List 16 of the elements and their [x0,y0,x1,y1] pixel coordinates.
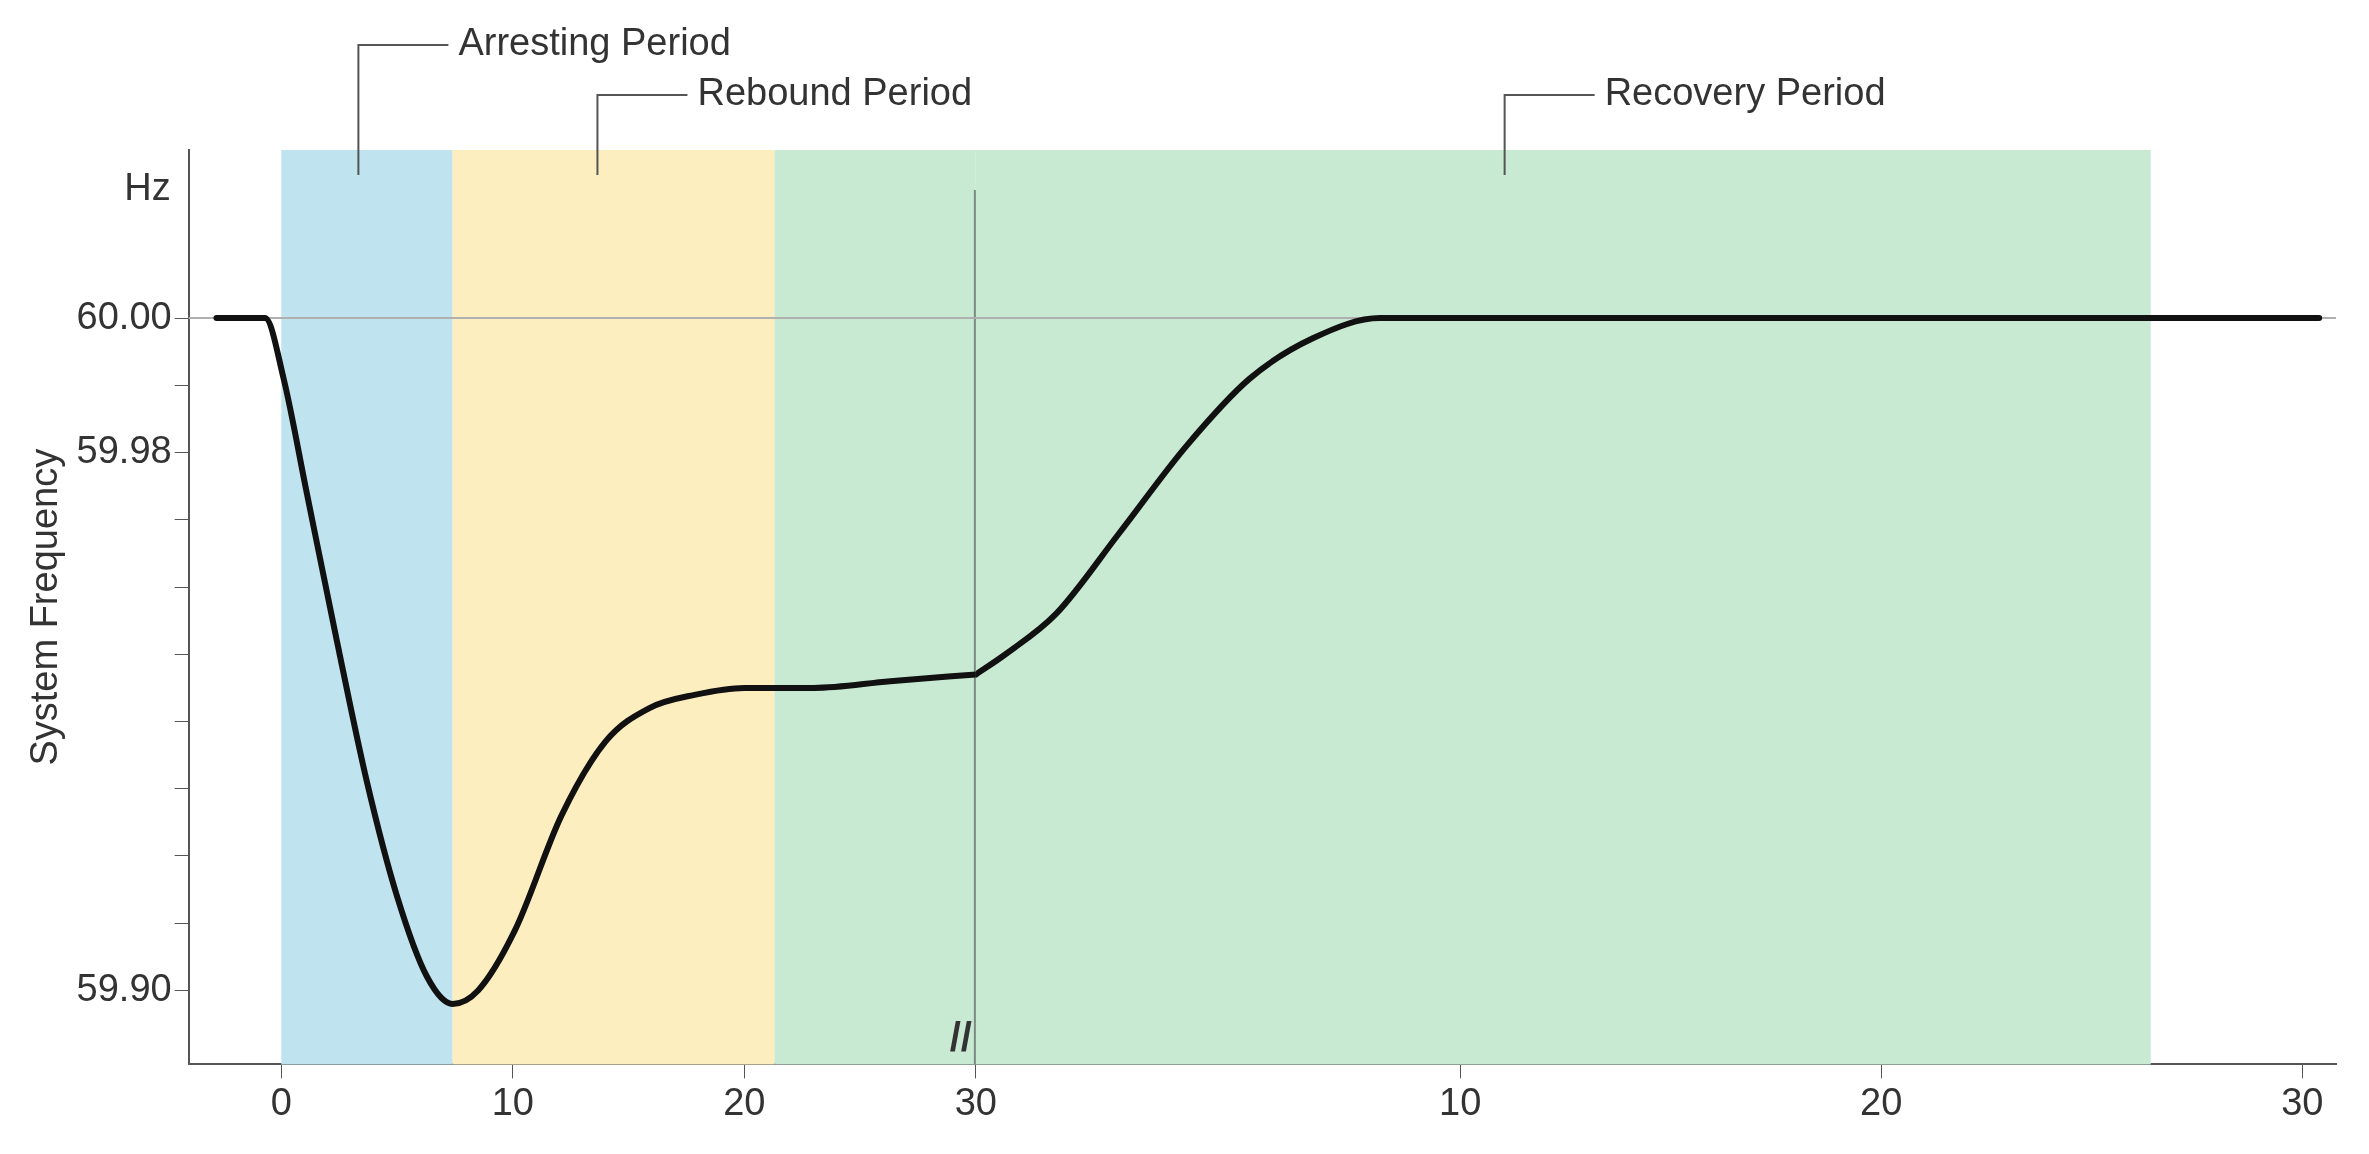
x-tick-label: 10 [1438,1080,1482,1123]
text: Recovery Period [1604,71,1886,114]
x-tick-label: 0 [270,1080,292,1123]
x-tick-label: 20 [1860,1080,1903,1123]
text: Arresting Period [458,21,731,64]
x-tick-label: 20 [723,1080,766,1123]
text: Rebound Period [697,71,973,114]
x-tick-label: 10 [491,1080,534,1123]
text: Hz [124,166,171,209]
x-tick-label: 30 [954,1080,998,1123]
y-axis-title: System Frequency [23,448,66,766]
y-tick-label: 60.00 [76,294,172,337]
y-tick-label: 59.90 [76,966,172,1009]
y-tick-label: 59.98 [76,429,172,472]
annotation: // [949,1015,972,1060]
x-tick-label: 30 [2281,1080,2324,1123]
